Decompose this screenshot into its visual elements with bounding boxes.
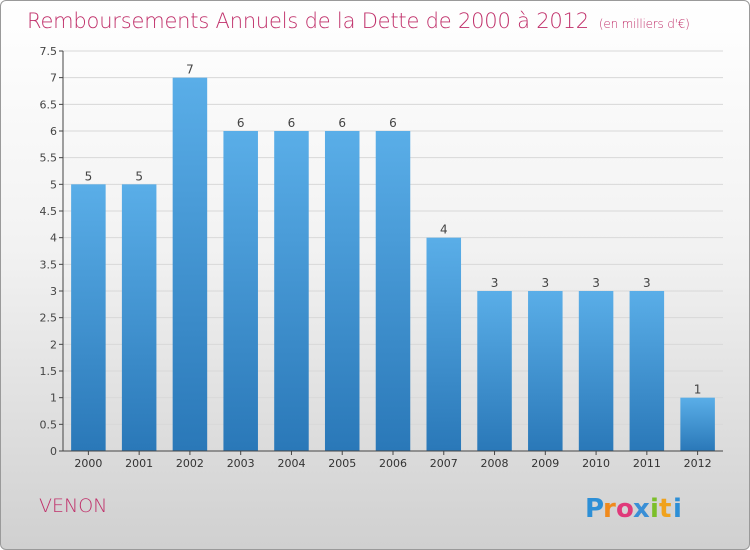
- x-tick-label: 2006: [379, 457, 407, 470]
- y-tick-label: 2.5: [40, 312, 58, 325]
- title-text: Remboursements Annuels de la Dette de 20…: [27, 9, 589, 33]
- y-tick-label: 3: [50, 285, 57, 298]
- x-tick-label: 2010: [582, 457, 610, 470]
- bar: [680, 397, 715, 451]
- x-tick-label: 2003: [227, 457, 255, 470]
- svg-text:P: P: [585, 494, 604, 524]
- x-tick-label: 2002: [176, 457, 204, 470]
- bar: [172, 77, 208, 452]
- data-label: 5: [135, 169, 143, 183]
- y-tick-label: 2: [50, 338, 57, 351]
- y-tick-label: 7.5: [40, 45, 58, 58]
- data-label: 7: [186, 63, 194, 77]
- data-label: 6: [237, 116, 245, 130]
- x-tick-label: 2012: [684, 457, 712, 470]
- bar: [528, 291, 563, 451]
- x-tick-label: 2001: [125, 457, 153, 470]
- y-tick-label: 4.5: [40, 205, 58, 218]
- svg-text:i: i: [673, 494, 682, 524]
- y-tick-label: 3.5: [40, 258, 58, 271]
- x-tick-label: 2011: [633, 457, 661, 470]
- x-tick-label: 2008: [481, 457, 509, 470]
- svg-text:r: r: [603, 494, 616, 524]
- bar: [121, 184, 157, 452]
- y-tick-label: 0.5: [40, 418, 58, 431]
- y-tick-label: 0: [50, 445, 57, 458]
- bar: [223, 131, 258, 451]
- x-tick-label: 2005: [328, 457, 356, 470]
- svg-text:t: t: [659, 494, 671, 524]
- y-tick-label: 5: [50, 178, 57, 191]
- data-label: 1: [694, 383, 702, 397]
- bar: [578, 291, 614, 451]
- svg-text:i: i: [650, 494, 659, 524]
- data-label: 6: [338, 116, 346, 130]
- x-tick-label: 2007: [430, 457, 458, 470]
- proxiti-logo[interactable]: P r o x i t i: [583, 489, 693, 525]
- y-tick-label: 6: [50, 125, 57, 138]
- x-tick-label: 2000: [74, 457, 102, 470]
- bar: [375, 131, 411, 451]
- data-label: 3: [643, 276, 651, 290]
- svg-text:o: o: [616, 494, 634, 524]
- y-tick-label: 5.5: [40, 152, 58, 165]
- x-tick-label: 2009: [531, 457, 559, 470]
- y-tick-label: 4: [50, 232, 57, 245]
- bar: [324, 131, 360, 451]
- data-label: 6: [389, 116, 397, 130]
- chart-title: Remboursements Annuels de la Dette de 20…: [27, 9, 690, 33]
- bar: [71, 184, 106, 452]
- x-tick-label: 2004: [277, 457, 305, 470]
- bar: [426, 237, 462, 451]
- data-label: 6: [288, 116, 296, 130]
- bar: [629, 291, 665, 451]
- y-tick-label: 1: [50, 392, 57, 405]
- commune-name: VENON: [39, 495, 108, 517]
- axis-layer: [59, 50, 723, 455]
- y-tick-label: 1.5: [40, 365, 58, 378]
- svg-text:x: x: [633, 494, 650, 524]
- bar: [477, 291, 512, 451]
- chart-unit: (en milliers d'€): [598, 17, 690, 31]
- bars-layer: [71, 77, 715, 452]
- data-label: 5: [85, 169, 93, 183]
- labels-layer: 0 0.5 1 1.5 2 2.5 3 3.5 4 4.5 5 5.5 6 6.5 7 7.5 5 2000 5 20…: [40, 45, 712, 470]
- bar: [274, 131, 309, 451]
- data-label: 3: [541, 276, 549, 290]
- y-tick-label: 7: [50, 72, 57, 85]
- y-tick-label: 6.5: [40, 98, 58, 111]
- data-label: 3: [491, 276, 499, 290]
- data-label: 3: [592, 276, 600, 290]
- data-label: 4: [440, 223, 448, 237]
